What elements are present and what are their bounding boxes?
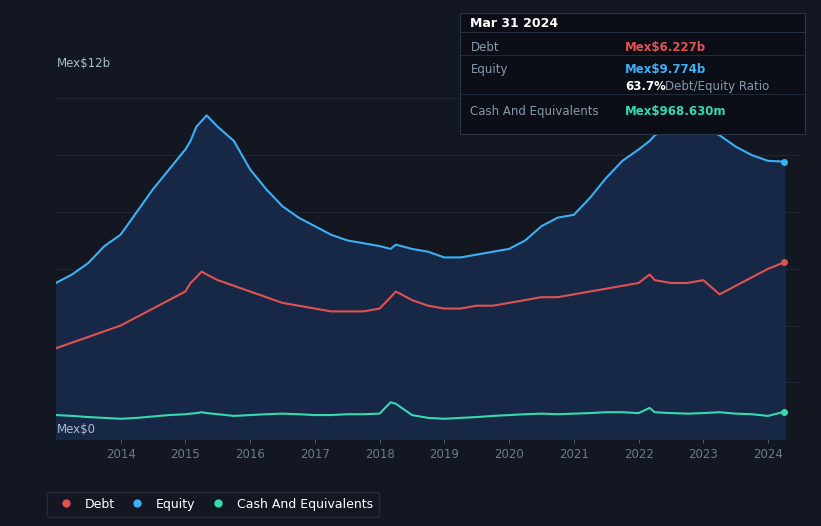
Text: Mex$6.227b: Mex$6.227b — [626, 41, 706, 54]
Text: Mex$968.630m: Mex$968.630m — [626, 105, 727, 118]
Text: Mex$0: Mex$0 — [57, 423, 96, 436]
Text: Debt/Equity Ratio: Debt/Equity Ratio — [665, 80, 769, 93]
Text: Mex$9.774b: Mex$9.774b — [626, 63, 707, 76]
Legend: Debt, Equity, Cash And Equivalents: Debt, Equity, Cash And Equivalents — [47, 492, 379, 517]
Text: Debt: Debt — [470, 41, 499, 54]
Text: Equity: Equity — [470, 63, 508, 76]
Text: Cash And Equivalents: Cash And Equivalents — [470, 105, 599, 118]
Text: 63.7%: 63.7% — [626, 80, 666, 93]
Text: Mex$12b: Mex$12b — [57, 57, 112, 70]
Text: Mar 31 2024: Mar 31 2024 — [470, 17, 558, 31]
